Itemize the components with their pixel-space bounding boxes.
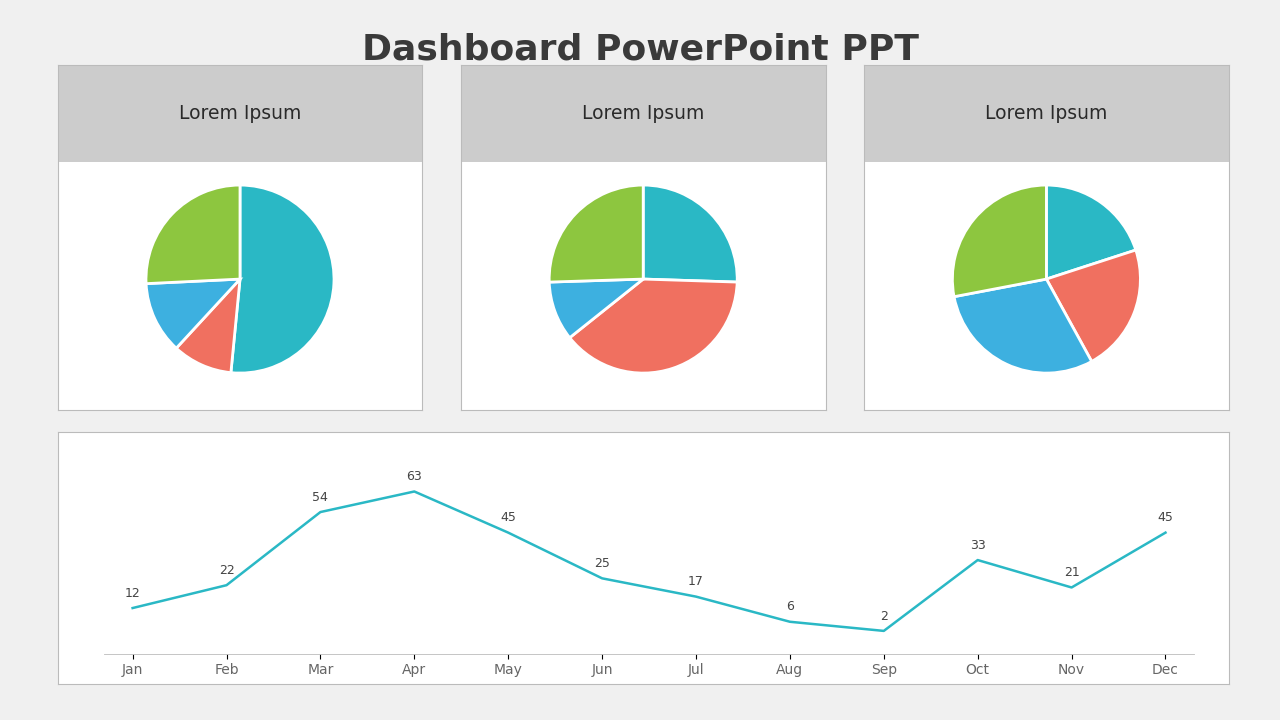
Wedge shape [1046,185,1135,279]
Text: 6: 6 [786,600,794,613]
Text: Lorem Ipsum: Lorem Ipsum [986,104,1107,122]
Text: 12: 12 [124,587,141,600]
Wedge shape [643,185,737,282]
Text: Lorem Ipsum: Lorem Ipsum [582,104,704,122]
Bar [58,65,422,161]
Bar [864,65,1229,161]
Wedge shape [549,185,644,282]
Text: 22: 22 [219,564,234,577]
Text: 33: 33 [970,539,986,552]
Text: 21: 21 [1064,566,1079,579]
Text: Dashboard PowerPoint PPT: Dashboard PowerPoint PPT [361,32,919,66]
Text: 45: 45 [1157,511,1174,524]
Text: 17: 17 [689,575,704,588]
Text: 63: 63 [407,470,422,483]
Text: 54: 54 [312,491,329,504]
Bar [461,65,826,161]
Wedge shape [549,279,644,338]
Text: 25: 25 [594,557,611,570]
Wedge shape [146,279,241,348]
Text: 45: 45 [500,511,516,524]
Wedge shape [570,279,737,373]
Text: 2: 2 [879,610,888,623]
Wedge shape [177,279,241,373]
Wedge shape [952,185,1047,297]
Wedge shape [954,279,1092,373]
Text: Lorem Ipsum: Lorem Ipsum [179,104,301,122]
Wedge shape [230,185,334,373]
Wedge shape [1047,250,1140,361]
Wedge shape [146,185,241,284]
